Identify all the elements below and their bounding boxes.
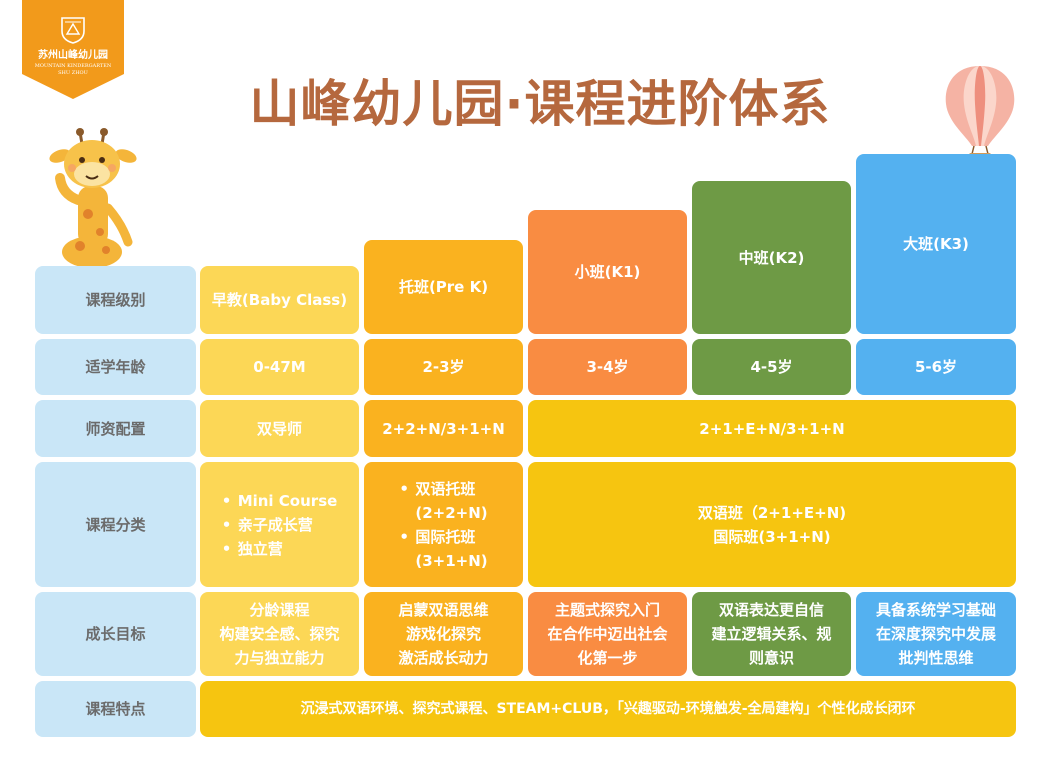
level-k3: 大班(K3) bbox=[856, 154, 1016, 334]
giraffe-mascot bbox=[49, 128, 137, 266]
age-k3: 5-6岁 bbox=[856, 339, 1016, 395]
level-prek: 托班(Pre K) bbox=[364, 240, 523, 334]
features-cell: 沉浸式双语环境、探究式课程、STEAM+CLUB，「兴趣驱动-环境触发-全局建构… bbox=[200, 681, 1016, 737]
goal-line: 批判性思维 bbox=[898, 649, 974, 667]
category-prek-item-label: 双语托班 bbox=[415, 479, 476, 498]
goal-line: 启蒙双语思维 bbox=[398, 601, 489, 619]
brand-badge-shape bbox=[22, 0, 124, 99]
page-title: 山峰幼儿园·课程进阶体系 bbox=[249, 75, 831, 133]
hot-air-balloon bbox=[945, 66, 1015, 164]
level-k2: 中班(K2) bbox=[692, 181, 851, 334]
goal-line: 具备系统学习基础 bbox=[875, 601, 996, 619]
category-prek-item-ratio: (3+1+N) bbox=[415, 551, 488, 570]
category-baby-list: Mini Course 亲子成长营 独立营 bbox=[222, 489, 338, 561]
goal-line: 分龄课程 bbox=[249, 601, 310, 619]
row-header-teachers: 师资配置 bbox=[35, 400, 196, 457]
row-header-age: 适学年龄 bbox=[35, 339, 196, 395]
age-k1: 3-4岁 bbox=[528, 339, 687, 395]
category-prek: 双语托班 (2+2+N) 国际托班 (3+1+N) bbox=[364, 462, 523, 587]
age-prek: 2-3岁 bbox=[364, 339, 523, 395]
goal-line: 力与独立能力 bbox=[234, 649, 325, 667]
goal-baby: 分龄课程 构建安全感、探究 力与独立能力 bbox=[200, 592, 359, 676]
level-k1: 小班(K1) bbox=[528, 210, 687, 334]
brand-city: SHU ZHOU bbox=[58, 70, 88, 76]
brand-name-cn: 苏州山峰幼儿园 bbox=[38, 50, 108, 61]
row-header-category: 课程分类 bbox=[35, 462, 196, 587]
category-kinder-bilingual: 双语班（2+1+E+N) bbox=[697, 503, 847, 522]
row-header-features: 课程特点 bbox=[35, 681, 196, 737]
category-kinder-international: 国际班(3+1+N) bbox=[713, 527, 831, 546]
goal-k3: 具备系统学习基础 在深度探究中发展 批判性思维 bbox=[856, 592, 1016, 676]
goal-line: 化第一步 bbox=[577, 649, 638, 667]
brand-name-en: MOUNTAIN KINDERGARTEN bbox=[34, 63, 112, 69]
row-header-goals: 成长目标 bbox=[35, 592, 196, 676]
goal-k2: 双语表达更自信 建立逻辑关系、规 则意识 bbox=[692, 592, 851, 676]
goal-line: 在合作中迈出社会 bbox=[547, 625, 668, 643]
teachers-baby: 双导师 bbox=[200, 400, 359, 457]
category-prek-item-label: 国际托班 bbox=[415, 527, 476, 546]
age-baby: 0-47M bbox=[200, 339, 359, 395]
goal-prek: 启蒙双语思维 游戏化探究 激活成长动力 bbox=[364, 592, 523, 676]
goal-line: 游戏化探究 bbox=[405, 625, 481, 643]
category-prek-item-ratio: (2+2+N) bbox=[415, 503, 488, 522]
goal-line: 在深度探究中发展 bbox=[875, 625, 996, 643]
school-crest-icon bbox=[61, 17, 85, 44]
age-k2: 4-5岁 bbox=[692, 339, 851, 395]
teachers-kinder: 2+1+E+N/3+1+N bbox=[528, 400, 1016, 457]
goal-line: 双语表达更自信 bbox=[718, 601, 824, 619]
goal-line: 激活成长动力 bbox=[398, 649, 489, 667]
brand-badge: 苏州山峰幼儿园 MOUNTAIN KINDERGARTEN SHU ZHOU bbox=[22, 0, 124, 100]
goal-line: 构建安全感、探究 bbox=[219, 625, 340, 643]
category-baby-item: 独立营 bbox=[222, 537, 338, 561]
category-prek-list: 双语托班 (2+2+N) 国际托班 (3+1+N) bbox=[399, 477, 487, 573]
goal-line: 建立逻辑关系、规 bbox=[711, 625, 832, 643]
level-baby: 早教(Baby Class) bbox=[200, 266, 359, 334]
goal-line: 则意识 bbox=[748, 649, 794, 667]
goal-line: 主题式探究入门 bbox=[554, 601, 660, 619]
category-prek-item: 双语托班 (2+2+N) bbox=[399, 477, 487, 525]
goal-k1: 主题式探究入门 在合作中迈出社会 化第一步 bbox=[528, 592, 687, 676]
row-header-level: 课程级别 bbox=[35, 266, 196, 334]
teachers-prek: 2+2+N/3+1+N bbox=[364, 400, 523, 457]
category-baby-item: Mini Course bbox=[222, 489, 338, 513]
category-baby: Mini Course 亲子成长营 独立营 bbox=[200, 462, 359, 587]
category-kinder: 双语班（2+1+E+N) 国际班(3+1+N) bbox=[528, 462, 1016, 587]
category-baby-item: 亲子成长营 bbox=[222, 513, 338, 537]
category-prek-item: 国际托班 (3+1+N) bbox=[399, 525, 487, 573]
